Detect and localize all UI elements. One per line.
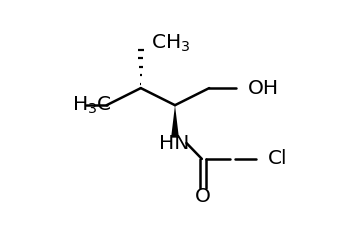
- Polygon shape: [171, 105, 179, 138]
- Text: OH: OH: [248, 79, 279, 98]
- Text: O: O: [195, 187, 211, 206]
- Text: H$_3$C: H$_3$C: [72, 95, 112, 116]
- Text: CH$_3$: CH$_3$: [150, 32, 190, 54]
- Text: Cl: Cl: [268, 149, 287, 168]
- Text: HN: HN: [159, 134, 189, 153]
